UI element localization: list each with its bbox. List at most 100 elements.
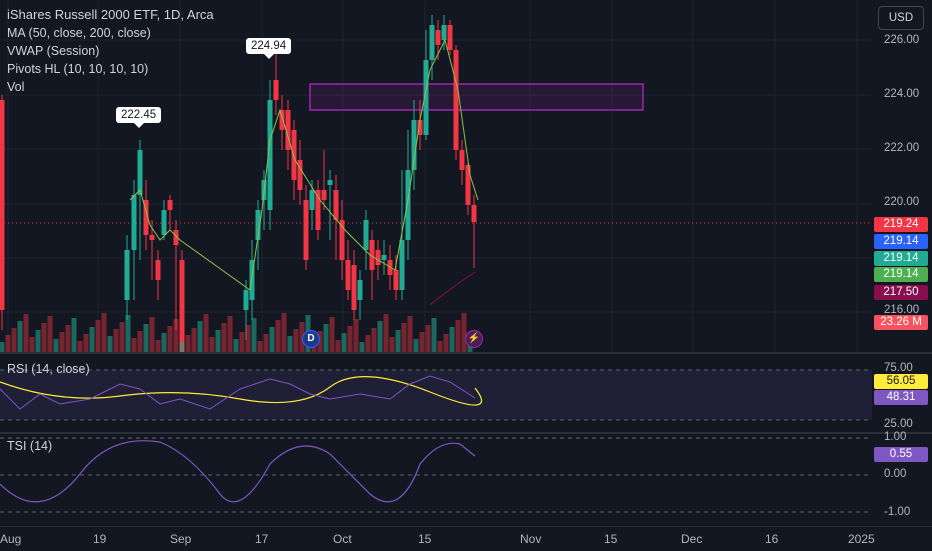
pivot-high-label-2: 224.94: [246, 38, 292, 59]
vwap-tag-2: 219.14: [874, 267, 928, 282]
panel-divider-2[interactable]: [0, 432, 932, 434]
rsi-band: [0, 370, 872, 420]
candle-body: [351, 265, 357, 310]
price-chart-canvas[interactable]: [0, 0, 932, 352]
candle-body: [155, 260, 161, 280]
tsi-label-neg1: -1.00: [884, 506, 911, 518]
volume-bar: [161, 333, 167, 352]
time-label-dec: Dec: [681, 532, 703, 546]
volume-bar: [245, 325, 251, 352]
volume-bar: [347, 326, 353, 352]
rsi-title[interactable]: RSI (14, close): [7, 362, 90, 376]
candle-body: [411, 120, 417, 170]
rsi-panel[interactable]: RSI (14, close) 75.00 25.00 56.05 48.31: [0, 354, 932, 432]
volume-bar: [335, 340, 341, 352]
vwap-tag: 219.14: [874, 251, 928, 266]
volume-bar: [137, 331, 143, 352]
price-label-224: 224.00: [884, 88, 920, 100]
low-line: [429, 271, 476, 306]
candle-body: [447, 25, 453, 50]
candle-body: [243, 290, 249, 310]
volume-bar: [23, 314, 29, 352]
tsi-canvas[interactable]: [0, 434, 932, 526]
pivot-high-label-1: 222.45: [116, 107, 162, 128]
candle-body: [143, 200, 149, 235]
volume-bar: [29, 337, 35, 352]
volume-bar: [251, 318, 257, 352]
candle-body: [453, 50, 459, 150]
volume-bar: [407, 316, 413, 352]
indicator-vol[interactable]: Vol: [7, 80, 25, 94]
volume-bar: [329, 317, 335, 352]
price-label-220: 220.00: [884, 196, 920, 208]
candle-body: [381, 255, 387, 260]
volume-bar: [53, 339, 59, 352]
supply-zone-box: [309, 83, 644, 111]
volume-bar: [71, 318, 77, 352]
symbol-title[interactable]: iShares Russell 2000 ETF, 1D, Arca: [7, 7, 214, 22]
indicator-vwap[interactable]: VWAP (Session): [7, 44, 100, 58]
tsi-panel[interactable]: TSI (14) 1.00 0.00 -1.00 0.55: [0, 431, 932, 526]
volume-bar: [269, 327, 275, 352]
volume-bar: [383, 314, 389, 352]
volume-bar: [179, 342, 185, 352]
rsi-ma-line: [0, 376, 483, 406]
volume-bar: [65, 325, 71, 352]
lightning-event-icon[interactable]: ⚡: [465, 330, 483, 348]
indicator-ma[interactable]: MA (50, close, 200, close): [7, 26, 151, 40]
volume-bar: [395, 330, 401, 352]
volume-tag: 23.26 M: [874, 315, 928, 330]
candle-body: [393, 270, 399, 290]
candle-body: [339, 220, 345, 260]
volume-bar: [455, 320, 461, 352]
tsi-title[interactable]: TSI (14): [7, 439, 53, 453]
candle-body: [267, 100, 273, 210]
rsi-canvas[interactable]: [0, 354, 932, 432]
last-price-tag: 219.24: [874, 217, 928, 232]
volume-bar: [443, 334, 449, 352]
candle-body: [315, 190, 321, 230]
indicator-pivots[interactable]: Pivots HL (10, 10, 10, 10): [7, 62, 149, 76]
candle-body: [333, 190, 339, 220]
candle-body: [297, 160, 303, 190]
currency-button[interactable]: USD: [878, 6, 924, 30]
candle-body: [471, 205, 477, 222]
dividend-event-icon[interactable]: D: [302, 330, 320, 348]
volume-bar: [365, 335, 371, 352]
panel-divider[interactable]: [0, 352, 932, 354]
volume-bar: [41, 323, 47, 352]
volume-bar: [113, 329, 119, 352]
candle-body: [423, 60, 429, 135]
volume-bar: [323, 324, 329, 352]
volume-bar: [173, 319, 179, 352]
volume-bar: [155, 340, 161, 352]
volume-bar: [107, 336, 113, 352]
volume-bar: [389, 337, 395, 352]
volume-bar: [77, 341, 83, 352]
candle-body: [327, 180, 333, 185]
volume-bar: [191, 328, 197, 352]
volume-bar: [437, 341, 443, 352]
time-label-15: 15: [418, 532, 432, 546]
candle-body: [0, 100, 5, 310]
candle-body: [131, 195, 137, 250]
price-chart-panel[interactable]: iShares Russell 2000 ETF, 1D, Arca MA (5…: [0, 0, 932, 352]
ma-line: [129, 38, 479, 291]
volume-bar: [89, 327, 95, 352]
candle-body: [399, 240, 405, 290]
volume-bar: [293, 329, 299, 352]
rsi-line: [0, 375, 476, 410]
volume-bar: [239, 332, 245, 352]
candle-body: [435, 30, 441, 45]
volume-bar: [377, 321, 383, 352]
volume-bar: [281, 313, 287, 352]
volume-bar: [317, 331, 323, 352]
candle-body: [369, 240, 375, 270]
volume-bar: [35, 330, 41, 352]
volume-bar: [263, 334, 269, 352]
price-label-226: 226.00: [884, 34, 920, 46]
tsi-line: [0, 440, 476, 503]
volume-bar: [203, 314, 209, 352]
time-axis[interactable]: Aug 19 Sep 17 Oct 15 Nov 15 Dec 16 2025: [0, 526, 932, 551]
candle-body: [124, 250, 130, 300]
